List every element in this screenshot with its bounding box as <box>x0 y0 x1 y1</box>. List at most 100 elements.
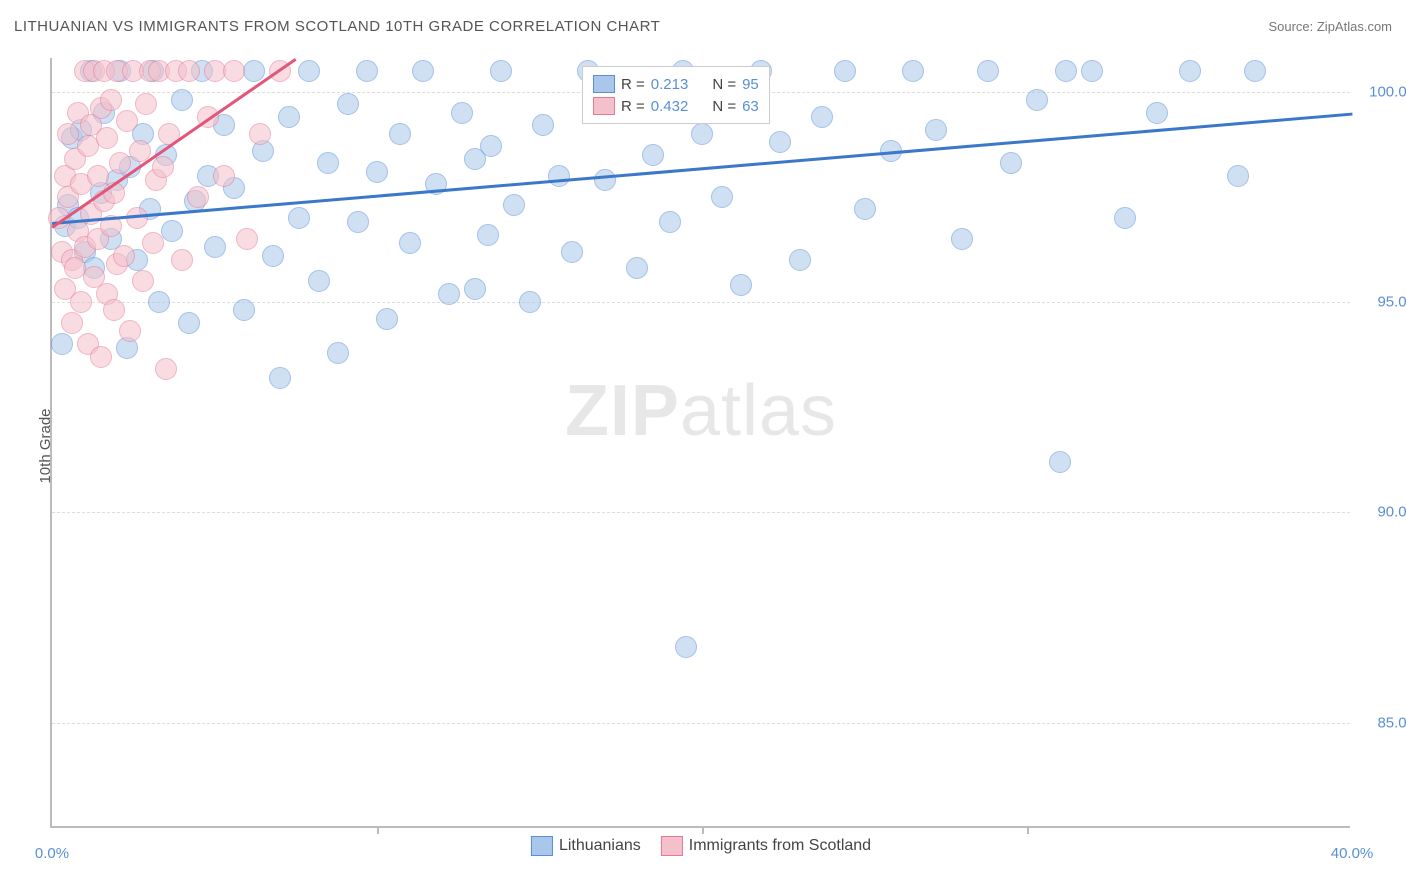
x-tick <box>1027 826 1029 834</box>
scatter-marker <box>675 636 697 658</box>
x-tick <box>702 826 704 834</box>
scatter-marker <box>298 60 320 82</box>
scatter-marker <box>659 211 681 233</box>
scatter-marker <box>262 245 284 267</box>
scatter-marker <box>327 342 349 364</box>
scatter-marker <box>337 93 359 115</box>
legend-swatch <box>593 97 615 115</box>
stats-legend-row: R = 0.432 N = 63 <box>593 95 759 117</box>
grid-line-horizontal <box>52 512 1350 513</box>
scatter-marker <box>288 207 310 229</box>
scatter-marker <box>90 346 112 368</box>
legend-r-label: R = <box>621 98 645 115</box>
scatter-marker <box>1179 60 1201 82</box>
scatter-marker <box>951 228 973 250</box>
watermark: ZIPatlas <box>565 370 837 452</box>
scatter-marker <box>249 123 271 145</box>
title-bar: LITHUANIAN VS IMMIGRANTS FROM SCOTLAND 1… <box>14 18 1392 35</box>
x-tick <box>377 826 379 834</box>
grid-line-horizontal <box>52 723 1350 724</box>
x-tick-label: 40.0% <box>1331 845 1374 862</box>
scatter-marker <box>308 270 330 292</box>
scatter-marker <box>70 291 92 313</box>
scatter-marker <box>103 299 125 321</box>
legend-r-value: 0.213 <box>651 76 689 93</box>
scatter-marker <box>438 283 460 305</box>
scatter-marker <box>113 245 135 267</box>
scatter-marker <box>691 123 713 145</box>
scatter-marker <box>51 333 73 355</box>
chart-title: LITHUANIAN VS IMMIGRANTS FROM SCOTLAND 1… <box>14 18 660 35</box>
scatter-marker <box>204 236 226 258</box>
scatter-marker <box>642 144 664 166</box>
scatter-marker <box>769 131 791 153</box>
scatter-marker <box>1081 60 1103 82</box>
y-tick-label: 85.0% <box>1360 714 1406 731</box>
legend-swatch <box>593 75 615 93</box>
scatter-marker <box>711 186 733 208</box>
scatter-marker <box>109 152 131 174</box>
scatter-marker <box>1055 60 1077 82</box>
series-legend-label: Lithuanians <box>559 837 641 855</box>
scatter-marker <box>100 89 122 111</box>
scatter-marker <box>233 299 255 321</box>
scatter-marker <box>366 161 388 183</box>
scatter-marker <box>1114 207 1136 229</box>
plot-container: ZIPatlas 85.0%90.0%95.0%100.0%0.0%40.0%R… <box>50 58 1350 828</box>
stats-legend-row: R = 0.213 N = 95 <box>593 73 759 95</box>
scatter-marker <box>278 106 300 128</box>
legend-r-value: 0.432 <box>651 98 689 115</box>
scatter-marker <box>178 60 200 82</box>
scatter-marker <box>356 60 378 82</box>
legend-r-label: R = <box>621 76 645 93</box>
plot-area: ZIPatlas 85.0%90.0%95.0%100.0%0.0%40.0%R… <box>50 58 1350 828</box>
scatter-marker <box>1146 102 1168 124</box>
series-legend-item: Lithuanians <box>531 834 641 858</box>
legend-swatch <box>531 836 553 856</box>
scatter-marker <box>1000 152 1022 174</box>
scatter-marker <box>1244 60 1266 82</box>
scatter-marker <box>236 228 258 250</box>
scatter-marker <box>902 60 924 82</box>
scatter-marker <box>561 241 583 263</box>
legend-n-label: N = <box>712 98 736 115</box>
x-tick-label: 0.0% <box>35 845 69 862</box>
scatter-marker <box>626 257 648 279</box>
legend-n-value: 95 <box>742 76 759 93</box>
scatter-marker <box>57 123 79 145</box>
scatter-marker <box>399 232 421 254</box>
scatter-marker <box>223 60 245 82</box>
series-legend: LithuaniansImmigrants from Scotland <box>531 834 871 858</box>
scatter-marker <box>213 165 235 187</box>
legend-n-value: 63 <box>742 98 759 115</box>
scatter-marker <box>451 102 473 124</box>
source-attribution: Source: ZipAtlas.com <box>1268 19 1392 34</box>
scatter-marker <box>161 220 183 242</box>
y-tick-label: 100.0% <box>1360 83 1406 100</box>
scatter-marker <box>87 165 109 187</box>
scatter-marker <box>503 194 525 216</box>
scatter-marker <box>477 224 499 246</box>
scatter-marker <box>412 60 434 82</box>
legend-n-label: N = <box>712 76 736 93</box>
scatter-marker <box>811 106 833 128</box>
scatter-marker <box>834 60 856 82</box>
legend-swatch <box>661 836 683 856</box>
scatter-marker <box>119 320 141 342</box>
scatter-marker <box>519 291 541 313</box>
scatter-marker <box>925 119 947 141</box>
scatter-marker <box>347 211 369 233</box>
scatter-marker <box>96 127 118 149</box>
scatter-marker <box>152 156 174 178</box>
scatter-marker <box>854 198 876 220</box>
scatter-marker <box>730 274 752 296</box>
scatter-marker <box>1026 89 1048 111</box>
scatter-marker <box>135 93 157 115</box>
scatter-marker <box>464 278 486 300</box>
scatter-marker <box>977 60 999 82</box>
scatter-marker <box>132 270 154 292</box>
scatter-marker <box>532 114 554 136</box>
scatter-marker <box>243 60 265 82</box>
scatter-marker <box>1227 165 1249 187</box>
y-tick-label: 95.0% <box>1360 294 1406 311</box>
